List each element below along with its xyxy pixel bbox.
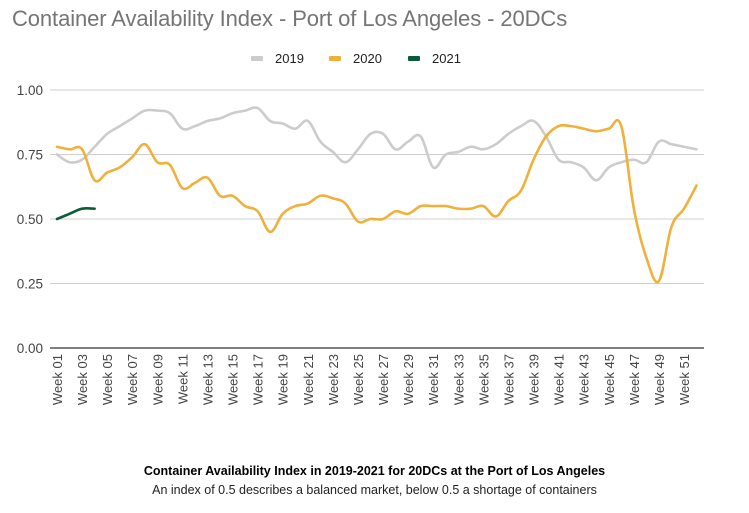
x-tick-label: Week 09 <box>150 354 165 405</box>
series-line-2020[interactable] <box>55 119 698 284</box>
x-tick-label: Week 07 <box>125 354 140 405</box>
series-line-2019[interactable] <box>55 106 698 182</box>
x-tick-label: Week 27 <box>376 354 391 405</box>
x-tick-label: Week 23 <box>326 354 341 405</box>
x-tick-label: Week 43 <box>577 354 592 405</box>
x-tick-label: Week 47 <box>627 354 642 405</box>
legend-item-2019[interactable]: 2019 <box>251 49 304 67</box>
x-tick-label: Week 19 <box>276 354 291 405</box>
x-tick-label: Week 45 <box>602 354 617 405</box>
x-tick-label: Week 37 <box>501 354 516 405</box>
x-tick-label: Week 29 <box>401 354 416 405</box>
x-tick-label: Week 49 <box>652 354 667 405</box>
series-lines <box>55 106 698 284</box>
caption-title: Container Availability Index in 2019-202… <box>143 464 606 478</box>
series-line-2021[interactable] <box>55 206 96 221</box>
x-tick-label: Week 15 <box>226 354 241 405</box>
y-tick-label: 0.25 <box>17 277 43 292</box>
x-tick-label: Week 39 <box>527 354 542 405</box>
x-tick-label: Week 11 <box>175 354 190 404</box>
x-tick-label: Week 51 <box>677 354 692 405</box>
legend-item-2021[interactable]: 2021 <box>408 49 461 67</box>
x-tick-label: Week 03 <box>75 354 90 405</box>
y-tick-label: 0.50 <box>17 212 43 227</box>
legend-label-2019: 2019 <box>275 50 304 66</box>
legend: 2019 2020 2021 <box>0 49 749 67</box>
x-tick-label: Week 25 <box>351 354 366 405</box>
legend-item-2020[interactable]: 2020 <box>329 49 382 67</box>
x-axis-tick-labels: Week 01 Week 03 Week 05 Week 07 Week 09 Week … <box>50 354 692 405</box>
legend-swatch-2021 <box>408 55 420 61</box>
y-tick-label: 1.00 <box>17 83 43 98</box>
legend-label-2020: 2020 <box>353 50 382 66</box>
x-tick-label: Week 05 <box>100 354 115 405</box>
x-tick-label: Week 13 <box>200 354 215 405</box>
x-tick-label: Week 41 <box>552 354 567 405</box>
y-tick-label: 0.75 <box>17 148 43 163</box>
x-tick-label: Week 21 <box>301 354 316 405</box>
x-tick-label: Week 31 <box>426 354 441 405</box>
x-tick-label: Week 01 <box>50 354 65 405</box>
y-tick-label: 0.00 <box>17 341 43 356</box>
y-axis-tick-labels: 0.00 0.25 0.50 0.75 1.00 <box>17 83 43 356</box>
gridlines <box>50 89 704 349</box>
x-tick-label: Week 33 <box>451 354 466 405</box>
legend-swatch-2020 <box>329 55 341 61</box>
legend-label-2021: 2021 <box>432 50 461 66</box>
chart-title: Container Availability Index - Port of L… <box>12 6 568 31</box>
legend-swatch-2019 <box>251 55 263 61</box>
x-tick-label: Week 17 <box>251 354 266 405</box>
caption-subtitle: An index of 0.5 describes a balanced mar… <box>152 483 597 497</box>
x-tick-label: Week 35 <box>476 354 491 405</box>
